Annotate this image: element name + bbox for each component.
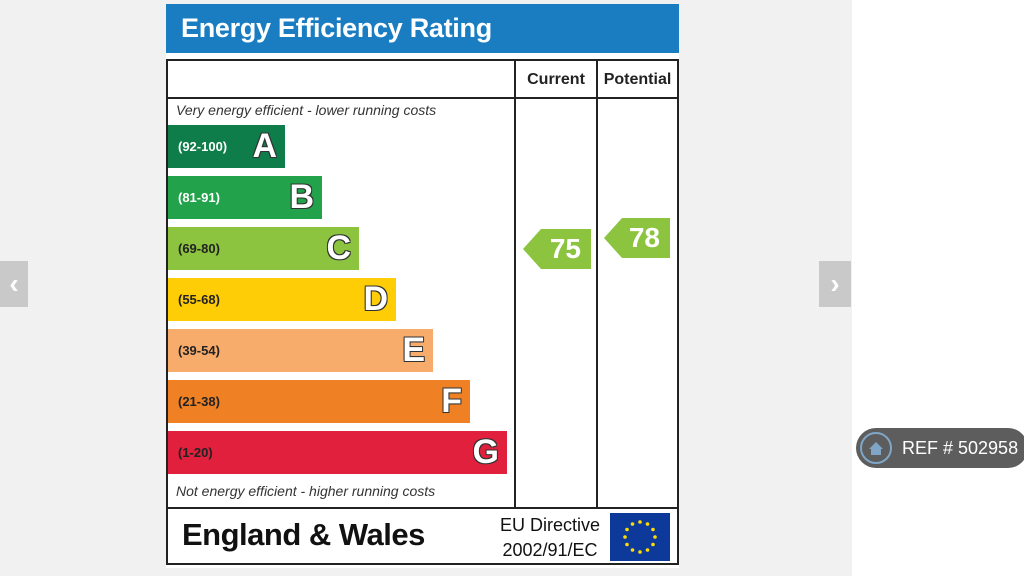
directive-label: EU Directive 2002/91/EC [500, 513, 600, 563]
rating-band-d: (55-68) D [168, 278, 396, 321]
band-range: (69-80) [178, 241, 220, 256]
band-letter: A [252, 127, 277, 165]
next-image-button[interactable]: › [819, 261, 851, 307]
column-divider [596, 61, 598, 507]
chevron-left-icon: ‹ [9, 268, 19, 299]
chevron-right-icon: › [830, 268, 840, 299]
chart-title: Energy Efficiency Rating [166, 4, 679, 53]
country-label: England & Wales [182, 517, 425, 552]
rating-band-b: (81-91) B [168, 176, 322, 219]
rating-band-c: (69-80) C [168, 227, 359, 270]
reference-text: REF # 502958 [902, 438, 1019, 458]
band-letter: G [472, 433, 499, 471]
band-range: (55-68) [178, 292, 220, 307]
energy-rating-chart: Energy Efficiency Rating Current Potenti… [166, 4, 679, 568]
directive-line-2: 2002/91/EC [502, 540, 598, 560]
header-divider [168, 97, 677, 99]
band-letter: E [402, 331, 425, 369]
home-icon [860, 432, 892, 464]
rating-band-a: (92-100) A [168, 125, 285, 168]
band-range: (39-54) [178, 343, 220, 358]
current-rating-arrow: 75 [523, 229, 591, 269]
band-range: (1-20) [178, 445, 213, 460]
directive-line-1: EU Directive [500, 515, 601, 535]
column-divider [514, 61, 516, 507]
rating-band-e: (39-54) E [168, 329, 433, 372]
top-note: Very energy efficient - lower running co… [176, 102, 437, 118]
current-rating-value: 75 [549, 233, 581, 264]
band-range: (81-91) [178, 190, 220, 205]
band-letter: F [441, 382, 462, 420]
rating-band-f: (21-38) F [168, 380, 470, 423]
reference-badge: REF # 502958 [856, 428, 1024, 468]
band-letter: B [289, 178, 314, 216]
header-potential: Potential [603, 71, 672, 88]
band-range: (92-100) [178, 139, 228, 154]
bottom-note: Not energy efficient - higher running co… [176, 483, 436, 499]
rating-grid: Current Potential Very energy efficient … [166, 59, 679, 565]
footer-divider [168, 507, 677, 509]
eu-flag-icon [610, 513, 670, 561]
band-range: (21-38) [178, 394, 220, 409]
band-letter: C [326, 229, 351, 267]
header-current: Current [527, 71, 585, 88]
band-letter: D [363, 280, 388, 318]
rating-band-g: (1-20) G [168, 431, 507, 474]
prev-image-button[interactable]: ‹ [0, 261, 28, 307]
potential-rating-arrow: 78 [604, 218, 670, 258]
potential-rating-value: 78 [628, 222, 660, 253]
